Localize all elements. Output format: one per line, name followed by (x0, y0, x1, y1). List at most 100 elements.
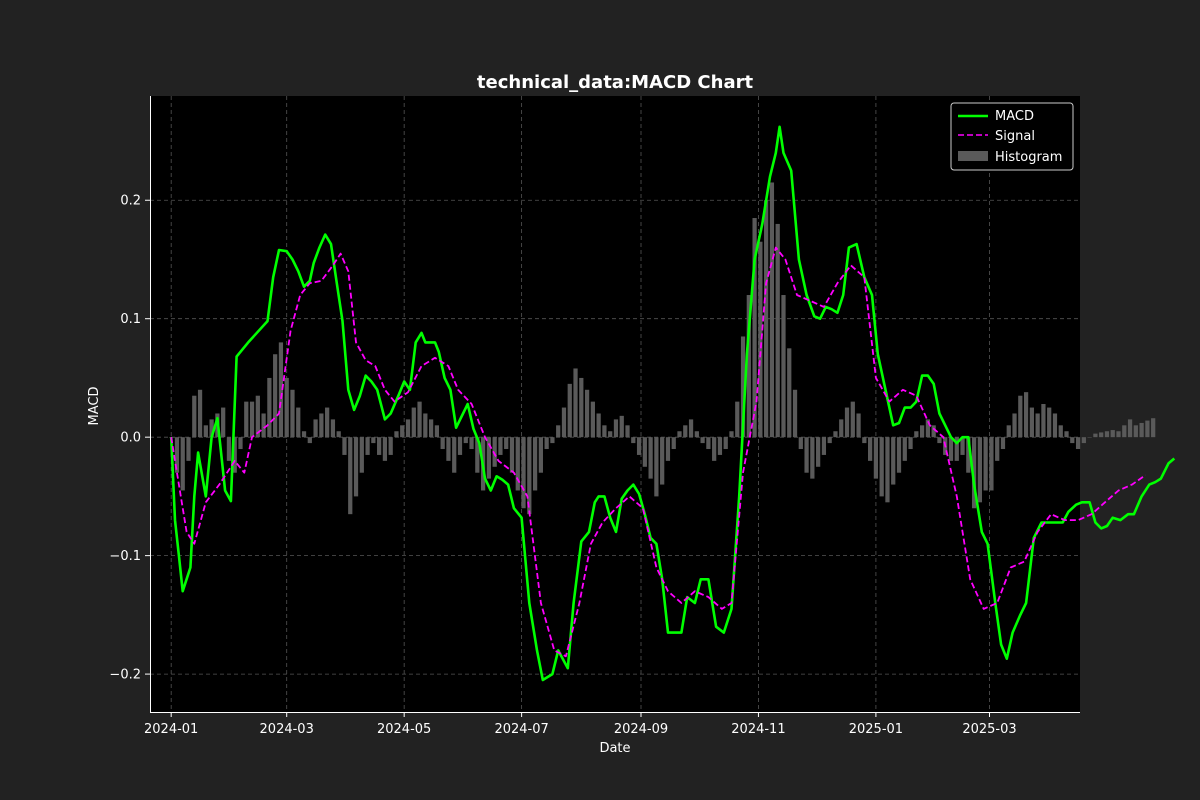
histogram-bar (839, 419, 844, 438)
histogram-bar (919, 425, 925, 438)
histogram-bar (787, 348, 792, 438)
histogram-bar (590, 401, 595, 438)
histogram-bar (700, 437, 705, 444)
histogram-bar (862, 437, 867, 444)
histogram-bar (203, 425, 208, 438)
histogram-bar (394, 431, 399, 438)
histogram-bar (561, 407, 567, 438)
histogram-bar (388, 437, 393, 455)
histogram-bar (989, 437, 994, 491)
histogram-bar (417, 401, 422, 438)
histogram-bar (457, 437, 463, 455)
histogram-bar (712, 437, 717, 461)
x-tick-label: 2024-09 (614, 722, 668, 737)
histogram-bar (197, 389, 203, 438)
x-tick-label: 2024-03 (260, 722, 314, 737)
histogram-bar (1075, 437, 1081, 450)
histogram-bar (301, 431, 307, 438)
histogram-bar (504, 437, 509, 450)
histogram-bar (452, 437, 457, 473)
histogram-bar (209, 419, 214, 438)
histogram-bar (579, 377, 584, 438)
histogram-bar (1127, 419, 1133, 438)
x-tick-label: 2025-01 (849, 722, 903, 737)
histogram-bar (619, 415, 624, 438)
histogram-bar (515, 437, 520, 491)
legend-macd-label: MACD (995, 109, 1034, 124)
plot-area (150, 96, 1080, 712)
histogram-bar (608, 431, 613, 438)
histogram-bar (284, 377, 289, 438)
histogram-bar (856, 413, 861, 438)
histogram-bar (232, 437, 237, 473)
histogram-bar (885, 437, 890, 503)
histogram-bar (521, 437, 526, 509)
histogram-bar (1139, 422, 1144, 438)
x-tick-label: 2025-03 (962, 722, 1016, 737)
histogram-bar (192, 395, 197, 438)
histogram-bar (735, 401, 740, 438)
histogram-bar (1087, 437, 1092, 438)
histogram-bar (440, 437, 445, 450)
histogram-bar (238, 437, 243, 450)
histogram-bar (937, 437, 942, 444)
histogram-bar (532, 437, 538, 491)
histogram-bar (948, 437, 954, 461)
histogram-bar (931, 425, 936, 438)
histogram-bar (556, 425, 561, 438)
x-tick-label: 2024-07 (494, 722, 548, 737)
histogram-bar (538, 437, 543, 473)
histogram-bar (908, 437, 913, 450)
histogram-bar (353, 437, 359, 497)
histogram-bar (1110, 430, 1115, 438)
histogram-bar (307, 437, 312, 444)
legend-signal-label: Signal (995, 129, 1035, 144)
histogram-bar (429, 419, 434, 438)
histogram-bar (584, 389, 590, 438)
histogram-bar (1012, 413, 1017, 438)
histogram-bar (925, 419, 931, 438)
histogram-bar (729, 431, 734, 438)
histogram-bar (1023, 392, 1029, 438)
histogram-bar (267, 377, 272, 438)
histogram-bar (954, 437, 959, 461)
histogram-bar (654, 437, 659, 497)
histogram-bar (694, 431, 699, 438)
histogram-bar (550, 437, 555, 444)
x-ticks: 2024-01 2024-03 2024-05 2024-07 2024-09 2024-… (144, 712, 1017, 737)
histogram-bar (359, 437, 364, 473)
histogram-bar (769, 182, 775, 438)
histogram-bar (1133, 425, 1138, 438)
histogram-bar (636, 437, 642, 455)
histogram-bar (896, 437, 902, 473)
histogram-bar (648, 437, 653, 479)
histogram-bar (544, 437, 549, 450)
histogram-bar (296, 407, 301, 438)
histogram-bar (613, 419, 619, 438)
histogram-bar (405, 419, 411, 438)
histogram-bar (995, 437, 1000, 461)
histogram-bar (1035, 413, 1040, 438)
histogram-bar (602, 425, 607, 438)
histogram-bar (706, 437, 711, 450)
histogram-bar (1058, 425, 1063, 438)
histogram-bar (891, 437, 896, 485)
legend-histogram-label: Histogram (995, 150, 1062, 165)
histogram-bar (960, 437, 965, 455)
histogram-bar (971, 437, 977, 509)
histogram-bar (486, 437, 491, 479)
histogram-bar (631, 437, 636, 444)
histogram-bar (273, 354, 278, 438)
histogram-bar (844, 407, 850, 438)
histogram-bar (221, 407, 226, 438)
y-tick-label: 0.2 (120, 194, 141, 209)
histogram-bar (226, 437, 232, 461)
histogram-bar (868, 437, 873, 461)
histogram-bar (492, 437, 497, 467)
histogram-bar (180, 437, 185, 491)
x-tick-label: 2024-05 (377, 722, 431, 737)
y-tick-label: −0.2 (109, 668, 141, 683)
histogram-bar (382, 437, 388, 461)
histogram-bar (498, 437, 503, 455)
